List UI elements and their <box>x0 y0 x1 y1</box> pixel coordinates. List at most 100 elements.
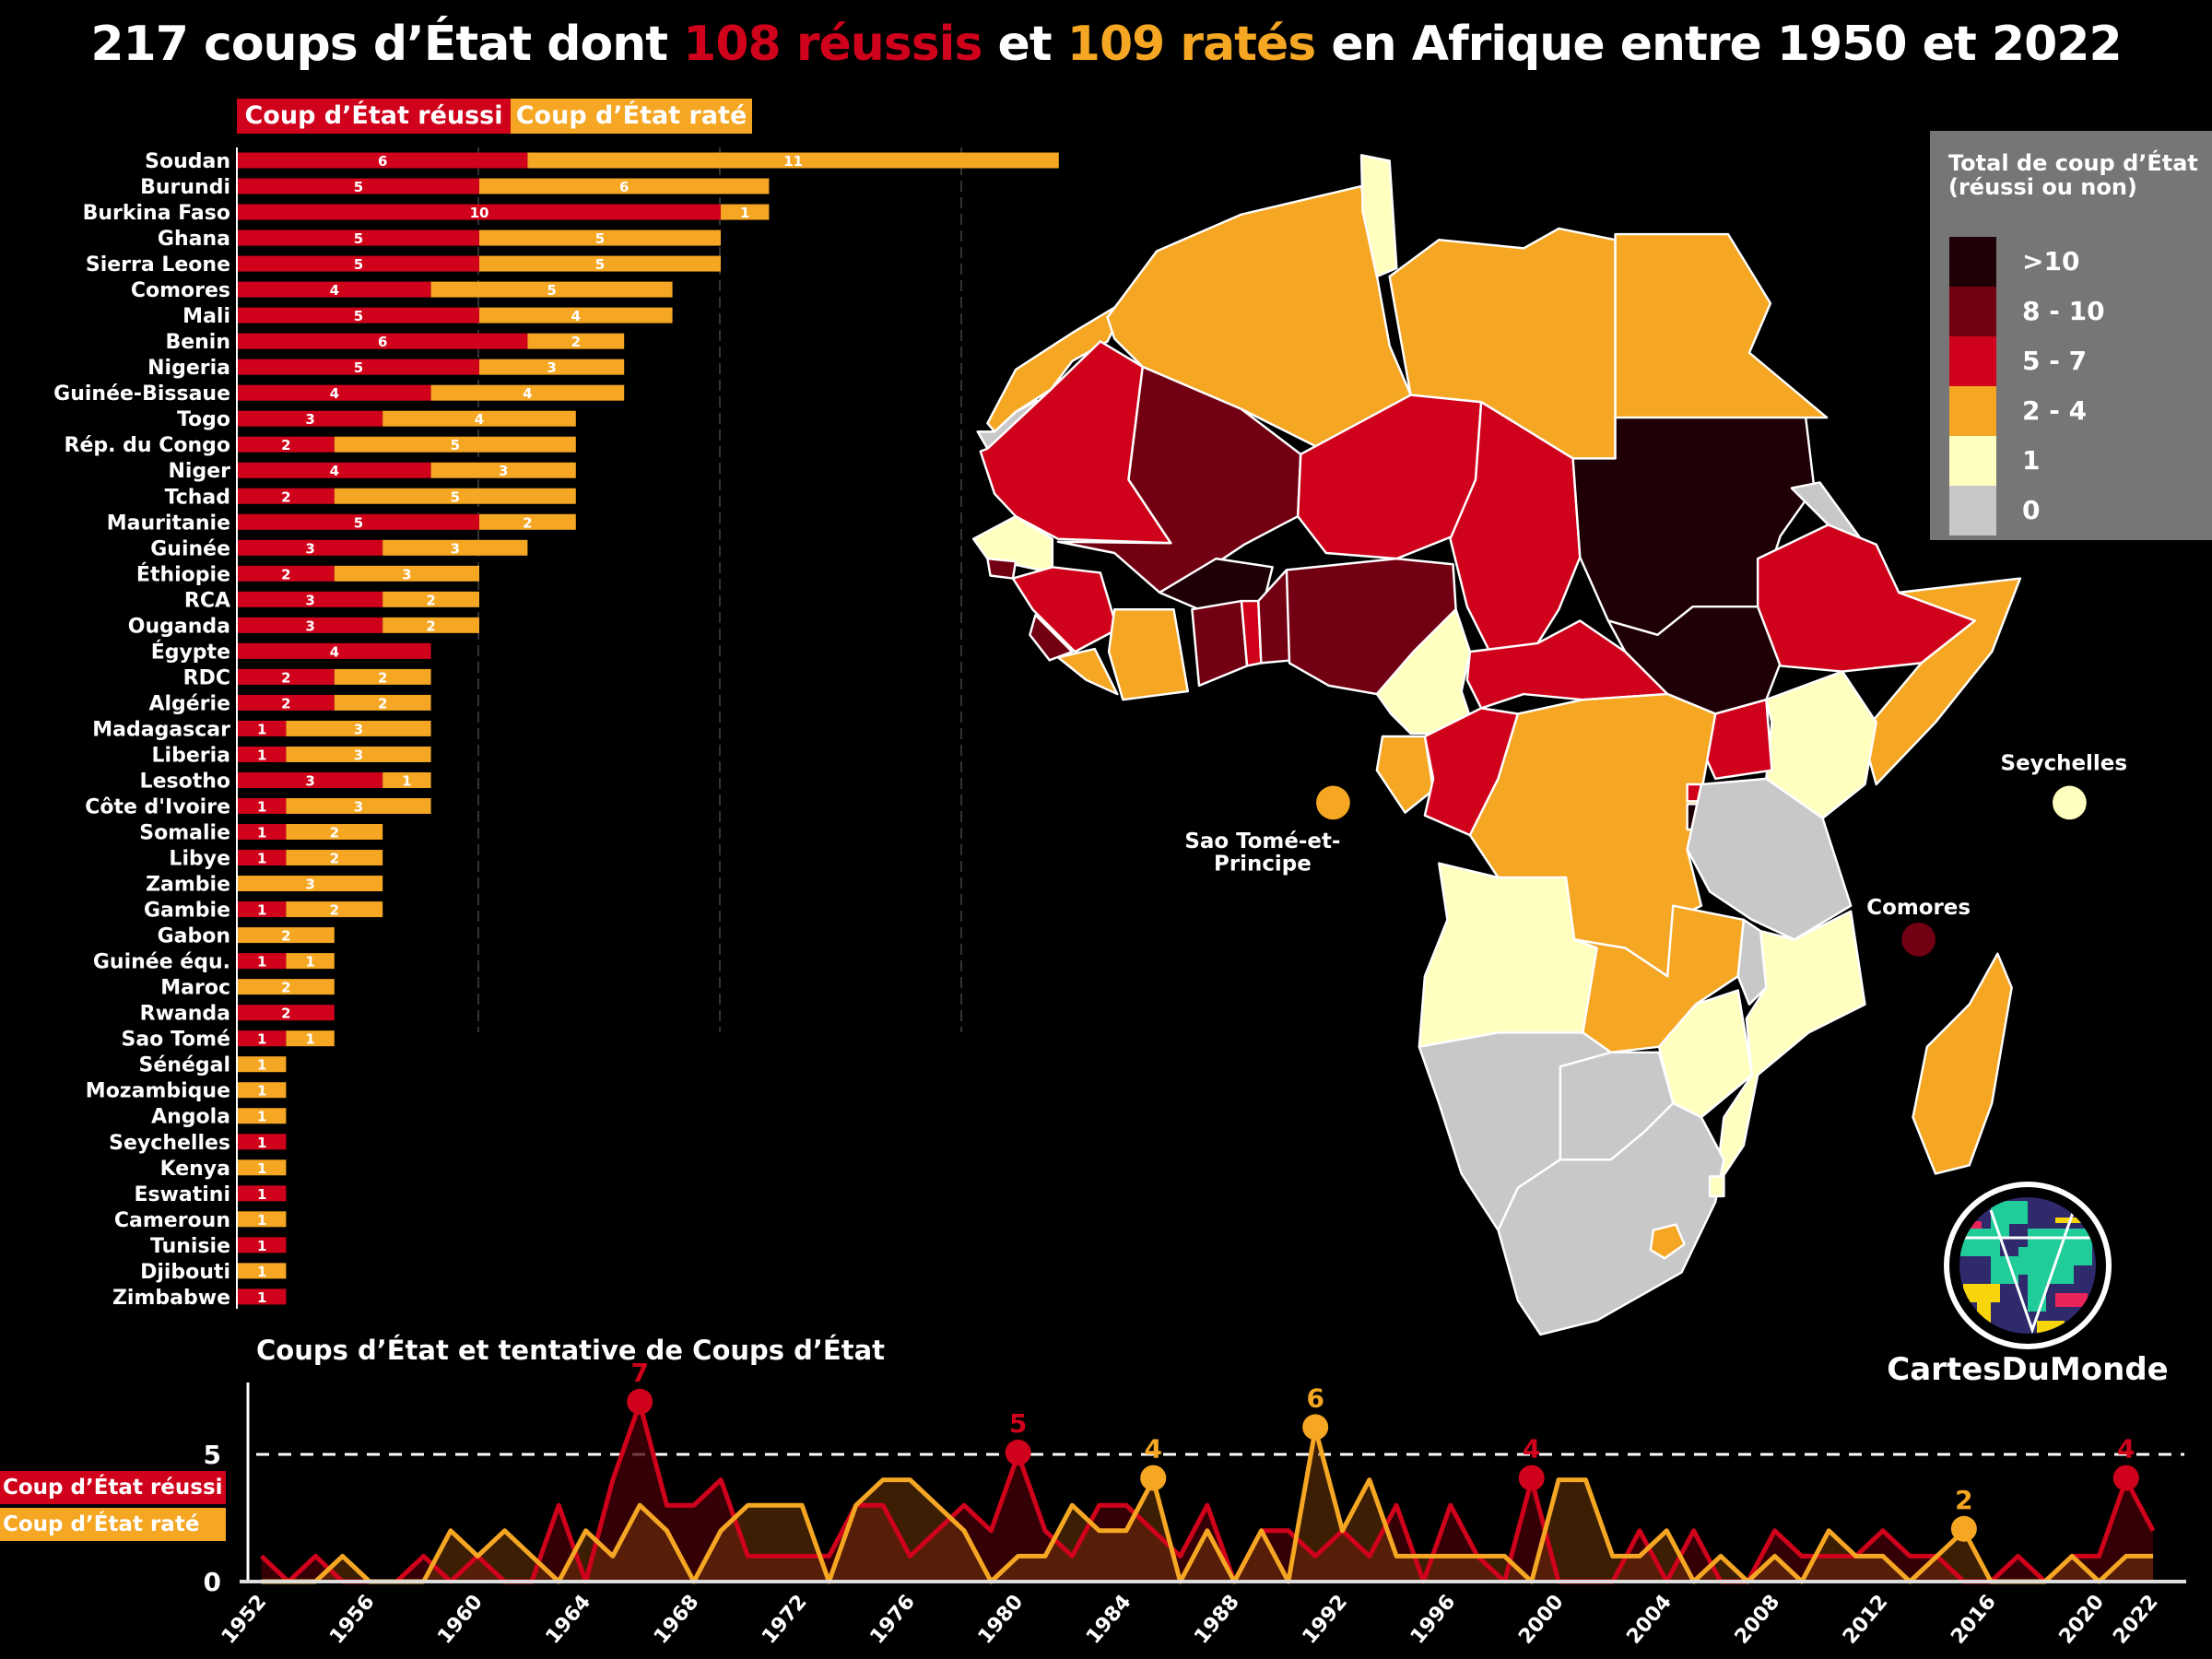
bar-failed-label: 5 <box>451 488 460 505</box>
bar-success <box>238 850 287 866</box>
bar-failed-label: 5 <box>547 282 556 299</box>
bar-failed <box>479 513 576 530</box>
bar-failed <box>382 617 479 633</box>
category-label: Côte d'Ivoire <box>85 796 230 819</box>
label-sao-tome-2: Principe <box>1214 852 1312 876</box>
bar-failed <box>382 410 576 427</box>
bar-failed-label: 2 <box>378 695 387 712</box>
bar-failed-label: 3 <box>499 463 508 479</box>
bar-success <box>238 488 335 504</box>
bar-failed-label: 2 <box>426 592 435 608</box>
bar-success-label: 3 <box>305 411 314 428</box>
bar-failed <box>238 1108 287 1124</box>
bar-success <box>238 746 287 762</box>
label-sao-tome: Sao Tomé-et- <box>1184 830 1340 853</box>
category-label: Gabon <box>158 925 230 948</box>
x-tick-label: 2008 <box>1731 1591 1785 1649</box>
timeline-title: Coups d’État et tentative de Coups d’Éta… <box>256 1335 886 1366</box>
bar-failed <box>479 178 770 194</box>
category-label: Rép. du Congo <box>65 434 230 457</box>
category-label: Benin <box>165 331 230 354</box>
brand-name: CartesDuMonde <box>1887 1351 2169 1388</box>
bar-success-label: 2 <box>281 566 290 582</box>
bar-failed <box>238 1211 287 1228</box>
annotation-label: 2 <box>1955 1485 1972 1515</box>
country-zambia <box>1572 904 1746 1054</box>
bar-success <box>238 152 528 169</box>
bar-success-label: 2 <box>281 488 290 505</box>
bar-failed-label: 1 <box>740 205 749 221</box>
page-title: 217 coups d’État dont 108 réussis et 109… <box>90 17 2122 72</box>
bar-success <box>238 798 287 814</box>
annotation-marker <box>1005 1440 1031 1465</box>
bar-success <box>238 410 383 427</box>
bar-success <box>238 384 431 401</box>
bar-success-label: 1 <box>257 1135 266 1151</box>
bar-failed-label: 5 <box>595 230 605 247</box>
legend-label: >10 <box>2022 246 2080 276</box>
bar-success <box>238 255 479 272</box>
bar-failed <box>334 565 479 582</box>
category-label: Sénégal <box>139 1054 230 1077</box>
bar-success-label: 5 <box>354 179 363 195</box>
bar-failed-label: 2 <box>523 514 532 531</box>
category-label: Mozambique <box>86 1080 230 1103</box>
annotation-label: 4 <box>2117 1434 2135 1465</box>
x-tick-label: 1988 <box>1190 1591 1244 1649</box>
bar-success <box>238 694 335 711</box>
line-failed <box>261 1426 2154 1584</box>
x-tick-label: 1980 <box>974 1591 1029 1649</box>
category-label: Niger <box>169 460 231 483</box>
bar-success <box>238 204 721 220</box>
category-label: Somalie <box>139 822 230 845</box>
bar-failed <box>430 281 673 298</box>
category-label: Mauritanie <box>107 512 230 535</box>
country-madagascar <box>1912 952 2013 1175</box>
bar-failed <box>382 771 431 788</box>
bar-failed-label: 3 <box>354 721 363 737</box>
map-legend: Total de coup d’État (réussi ou non) >10 8… <box>1930 131 2212 540</box>
line-success <box>259 1401 2156 1584</box>
bar-failed <box>479 229 721 246</box>
annotation-label: 4 <box>1145 1434 1162 1465</box>
bar-failed-label: 1 <box>257 1109 266 1125</box>
bar-failed-label: 2 <box>330 851 339 867</box>
map-legend-subtitle: (réussi ou non) <box>1948 174 2137 200</box>
bar-failed-label: 5 <box>595 256 605 273</box>
bar-success-label: 5 <box>354 308 363 324</box>
legend-failed: Coup d’État raté <box>511 99 752 134</box>
legend-label: 8 - 10 <box>2022 296 2105 326</box>
bar-failed-label: 3 <box>354 747 363 763</box>
bar-failed-label: 2 <box>378 669 387 686</box>
category-label: Éthiopie <box>136 562 230 586</box>
bar-failed <box>334 436 576 453</box>
legend-swatch <box>1949 386 1996 436</box>
cartesdumonde-logo <box>1944 1182 2112 1349</box>
bar-failed <box>479 255 721 272</box>
bar-failed-label: 4 <box>571 308 581 324</box>
label-comores: Comores <box>1866 896 1971 920</box>
annotation-marker <box>1140 1465 1167 1491</box>
bar-failed-label: 11 <box>783 153 803 170</box>
bar-failed-label: 6 <box>619 179 629 195</box>
bar-success-label: 5 <box>354 359 363 376</box>
map-legend-title: Total de coup d’État <box>1948 150 2198 176</box>
category-label: Tunisie <box>150 1235 230 1258</box>
bar-success-label: 1 <box>257 1031 266 1048</box>
bar-failed <box>238 1159 287 1176</box>
bar-success-label: 4 <box>330 643 339 660</box>
bar-success-label: 2 <box>281 1006 290 1022</box>
label-seychelles: Seychelles <box>2001 752 2127 776</box>
category-label: Togo <box>177 408 230 431</box>
country-lesotho <box>1649 1223 1686 1260</box>
island-seychelles <box>2053 785 2087 820</box>
x-tick-label: 1956 <box>325 1591 380 1649</box>
bar-failed <box>238 1056 287 1073</box>
bar-success <box>238 333 528 349</box>
country-algeria <box>1106 184 1412 453</box>
x-tick-label: 1976 <box>865 1591 920 1649</box>
bar-success-label: 1 <box>257 902 266 919</box>
country-mozambique <box>1714 910 1866 1189</box>
